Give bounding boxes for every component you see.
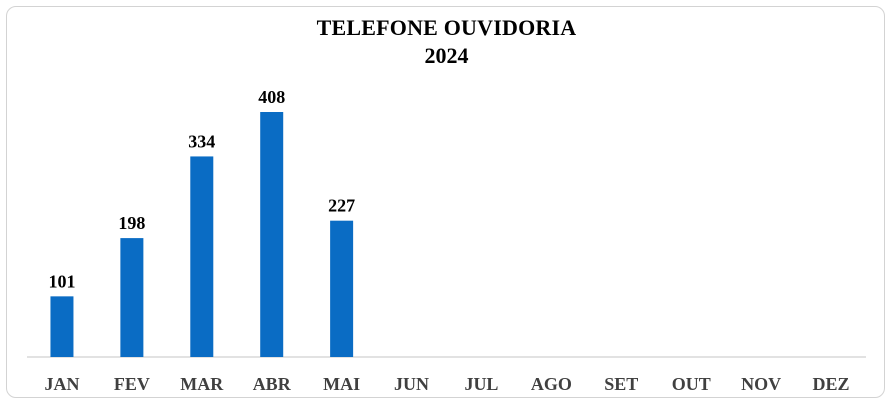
x-tick-label: ABR [253, 374, 292, 394]
data-label-mai: 227 [328, 196, 355, 216]
data-label-jan: 101 [48, 271, 75, 291]
data-labels-group: 101 198 334 408 227 [48, 87, 355, 291]
x-tick-label: AGO [531, 374, 572, 394]
x-tick-label: JAN [44, 374, 79, 394]
bar-jan [50, 296, 74, 357]
bar-abr [260, 112, 284, 357]
bars-group [50, 112, 354, 357]
x-tick-label: MAI [323, 374, 360, 394]
x-tick-label: NOV [741, 374, 781, 394]
x-tick-label: SET [604, 374, 638, 394]
x-tick-label: DEZ [813, 374, 850, 394]
x-tick-label: JUL [464, 374, 498, 394]
data-label-fev: 198 [118, 213, 145, 233]
x-tick-label: OUT [672, 374, 711, 394]
chart-title: TELEFONE OUVIDORIA [316, 15, 577, 40]
x-tick-label: MAR [180, 374, 224, 394]
x-tick-label: JUN [394, 374, 429, 394]
bar-fev [120, 238, 144, 357]
chart-title-block: TELEFONE OUVIDORIA 2024 [0, 14, 893, 70]
chart-card [6, 6, 885, 398]
x-tick-labels-group: JAN FEV MAR ABR MAI JUN JUL AGO SET OUT NOV DEZ [44, 374, 849, 394]
data-label-abr: 408 [258, 87, 285, 107]
data-label-mar: 334 [188, 131, 215, 151]
bar-mai [330, 220, 354, 357]
chart-subtitle: 2024 [424, 43, 469, 68]
x-tick-label: FEV [114, 374, 150, 394]
bar-mar [190, 156, 214, 357]
